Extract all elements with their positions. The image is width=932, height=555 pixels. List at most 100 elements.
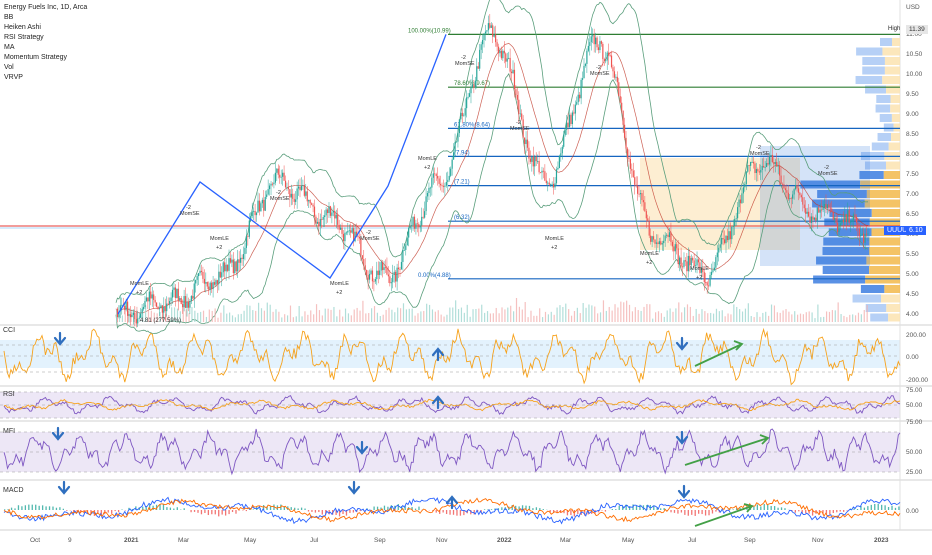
candle-body bbox=[683, 260, 684, 267]
candle-body bbox=[143, 307, 144, 309]
candle-body bbox=[352, 228, 353, 232]
volume-bar bbox=[849, 315, 850, 322]
volume-bar bbox=[342, 317, 343, 322]
candle-body bbox=[433, 173, 434, 177]
candle-body bbox=[162, 305, 163, 312]
macd-histogram-bar bbox=[108, 510, 109, 513]
mom-short-signal: MomSE bbox=[750, 151, 770, 157]
price-tick-label: 6.50 bbox=[906, 211, 919, 218]
candle-body bbox=[696, 259, 697, 265]
volume-bar bbox=[267, 303, 268, 322]
macd-histogram-bar bbox=[446, 510, 447, 514]
candle-body bbox=[757, 169, 758, 171]
candle-body bbox=[305, 191, 306, 195]
macd-histogram-bar bbox=[539, 508, 540, 510]
candle-body bbox=[569, 115, 570, 127]
candle-body bbox=[692, 258, 693, 260]
candle-body bbox=[553, 184, 554, 187]
volume-profile-bar bbox=[894, 124, 900, 132]
legend-item-vol[interactable]: Vol bbox=[4, 63, 87, 73]
candle-body bbox=[817, 208, 818, 221]
volume-bar bbox=[336, 316, 337, 322]
candle-body bbox=[346, 233, 347, 234]
volume-bar bbox=[238, 314, 239, 322]
volume-profile-bar bbox=[861, 285, 884, 293]
price-tick-label: 8.50 bbox=[906, 131, 919, 138]
volume-bar bbox=[606, 311, 607, 322]
volume-bar bbox=[377, 313, 378, 322]
price-tick-label: 7.50 bbox=[906, 171, 919, 178]
candle-body bbox=[396, 268, 397, 282]
volume-profile-bar bbox=[865, 276, 900, 284]
legend-item-rsi-strategy[interactable]: RSI Strategy bbox=[4, 33, 87, 43]
candle-body bbox=[833, 212, 834, 220]
candle-body bbox=[299, 187, 300, 191]
candle-body bbox=[173, 288, 174, 290]
candle-body bbox=[239, 259, 240, 262]
macd-histogram-bar bbox=[35, 505, 36, 510]
macd-histogram-bar bbox=[32, 505, 33, 510]
volume-bar bbox=[846, 317, 847, 322]
candle-body bbox=[494, 35, 495, 37]
legend-item-vrvp[interactable]: VRVP bbox=[4, 73, 87, 83]
legend-item-heiken-ashi[interactable]: Heiken Ashi bbox=[4, 23, 87, 33]
macd-histogram-bar bbox=[577, 510, 578, 514]
candle-body bbox=[283, 173, 284, 181]
candle-body bbox=[550, 184, 551, 185]
volume-bar bbox=[542, 317, 543, 322]
candle-body bbox=[604, 59, 605, 61]
candle-body bbox=[570, 115, 571, 124]
volume-bar bbox=[441, 315, 442, 322]
macd-histogram-bar bbox=[795, 510, 796, 513]
candle-body bbox=[802, 197, 803, 204]
candle-body bbox=[547, 183, 548, 184]
candle-body bbox=[226, 265, 227, 272]
candle-body bbox=[253, 211, 254, 212]
macd-histogram-bar bbox=[878, 504, 879, 510]
candle-body bbox=[567, 123, 568, 127]
candle-body bbox=[688, 256, 689, 271]
candle-body bbox=[124, 306, 125, 310]
legend-item-momentum-strategy[interactable]: Momentum Strategy bbox=[4, 53, 87, 63]
legend-item-bb[interactable]: BB bbox=[4, 13, 87, 23]
candle-body bbox=[337, 215, 338, 225]
candle-body bbox=[185, 296, 186, 308]
time-tick-label: Sep bbox=[744, 537, 756, 544]
fib-level-label: 100.00%(10.99) bbox=[408, 28, 451, 34]
macd-histogram-bar bbox=[605, 510, 606, 512]
candle-body bbox=[378, 271, 379, 275]
volume-bar bbox=[467, 305, 468, 322]
volume-bar bbox=[400, 308, 401, 322]
volume-bar bbox=[835, 310, 836, 322]
arrow-down-icon bbox=[679, 486, 689, 497]
candle-body bbox=[257, 201, 258, 213]
candle-body bbox=[312, 205, 313, 207]
volume-bar bbox=[470, 317, 471, 322]
volume-bar bbox=[698, 314, 699, 322]
time-tick-label: 2023 bbox=[874, 537, 889, 544]
candle-body bbox=[217, 280, 218, 284]
candle-body bbox=[820, 210, 821, 213]
candle-body bbox=[407, 238, 408, 246]
plus-two-signal: +2 bbox=[216, 245, 222, 251]
candle-body bbox=[304, 185, 305, 196]
candle-body bbox=[383, 267, 384, 270]
candle-body bbox=[614, 71, 615, 77]
candle-body bbox=[483, 33, 484, 40]
volume-bar bbox=[765, 312, 766, 322]
candle-body bbox=[330, 206, 331, 216]
candle-body bbox=[328, 206, 329, 213]
volume-bar bbox=[194, 311, 195, 322]
candle-body bbox=[830, 208, 831, 209]
candle-body bbox=[531, 157, 532, 162]
volume-bar bbox=[762, 313, 763, 322]
candle-body bbox=[117, 309, 118, 317]
volume-bar bbox=[122, 315, 123, 322]
candle-body bbox=[163, 307, 164, 313]
volume-profile-bar bbox=[862, 67, 885, 75]
candle-body bbox=[399, 269, 400, 270]
candle-body bbox=[638, 194, 639, 195]
legend-item-ma[interactable]: MA bbox=[4, 43, 87, 53]
